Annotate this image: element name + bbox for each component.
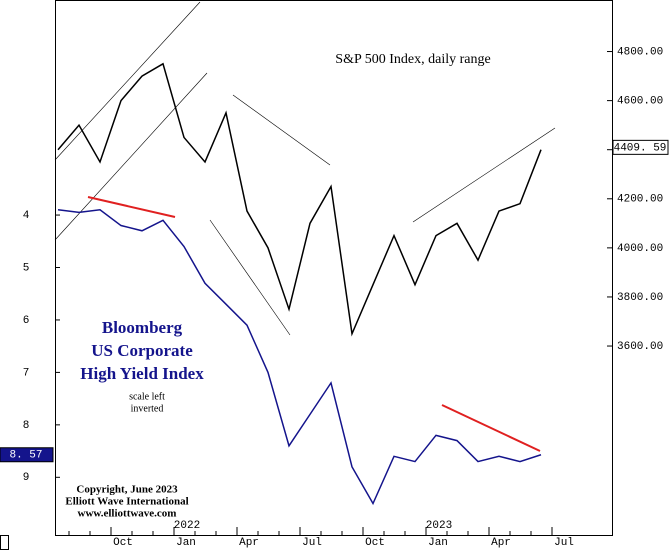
x-tick-label: Oct xyxy=(113,537,133,549)
y-tick-label: 4 xyxy=(23,210,30,222)
annotation: scale left xyxy=(129,391,165,402)
series-line xyxy=(57,62,542,337)
year-label: 2022 xyxy=(174,520,200,532)
y2-tick-label: 3800.00 xyxy=(617,292,663,304)
copyright: Copyright, June 2023 xyxy=(76,484,178,496)
y2-tick-label: 3600.00 xyxy=(617,341,663,353)
y-tick-label: 7 xyxy=(23,367,30,379)
last-value-label: 8. 57 xyxy=(9,450,42,462)
y2-tick-label: 4800.00 xyxy=(617,46,663,58)
y-tick-label: 9 xyxy=(23,472,30,484)
x-tick-label: Apr xyxy=(239,537,259,549)
last-value-box xyxy=(0,447,54,463)
y2-tick-label: 4200.00 xyxy=(617,194,663,206)
annotation: Bloomberg xyxy=(102,318,183,337)
x-tick-label: Jul xyxy=(554,537,574,549)
y2-tick-label: 4600.00 xyxy=(617,96,663,108)
copyright: www.elliottwave.com xyxy=(78,508,177,520)
divergence-lines xyxy=(87,196,541,452)
copyright: Elliott Wave International xyxy=(65,496,188,508)
series-line xyxy=(57,209,542,506)
last-value-label: 4409. 59 xyxy=(614,142,667,154)
last-value-box xyxy=(612,139,669,155)
annotation: High Yield Index xyxy=(80,364,204,383)
chart-title: S&P 500 Index, daily range xyxy=(335,52,490,67)
year-label: 2023 xyxy=(426,520,452,532)
y-tick-label: 5 xyxy=(23,262,30,274)
x-tick-label: Jan xyxy=(176,537,196,549)
y2-tick-label: 4000.00 xyxy=(617,243,663,255)
y-tick-label: 8 xyxy=(23,420,30,432)
annotation: US Corporate xyxy=(91,341,193,360)
x-tick-label: Oct xyxy=(365,537,385,549)
x-tick-label: Jul xyxy=(302,537,322,549)
x-tick-label: Jan xyxy=(428,537,448,549)
yield-label: Bloomberg US Corporate High Yield Index xyxy=(80,318,204,383)
x-tick-label: Apr xyxy=(491,537,511,549)
annotation: inverted xyxy=(131,403,164,414)
y-tick-label: 6 xyxy=(23,315,30,327)
